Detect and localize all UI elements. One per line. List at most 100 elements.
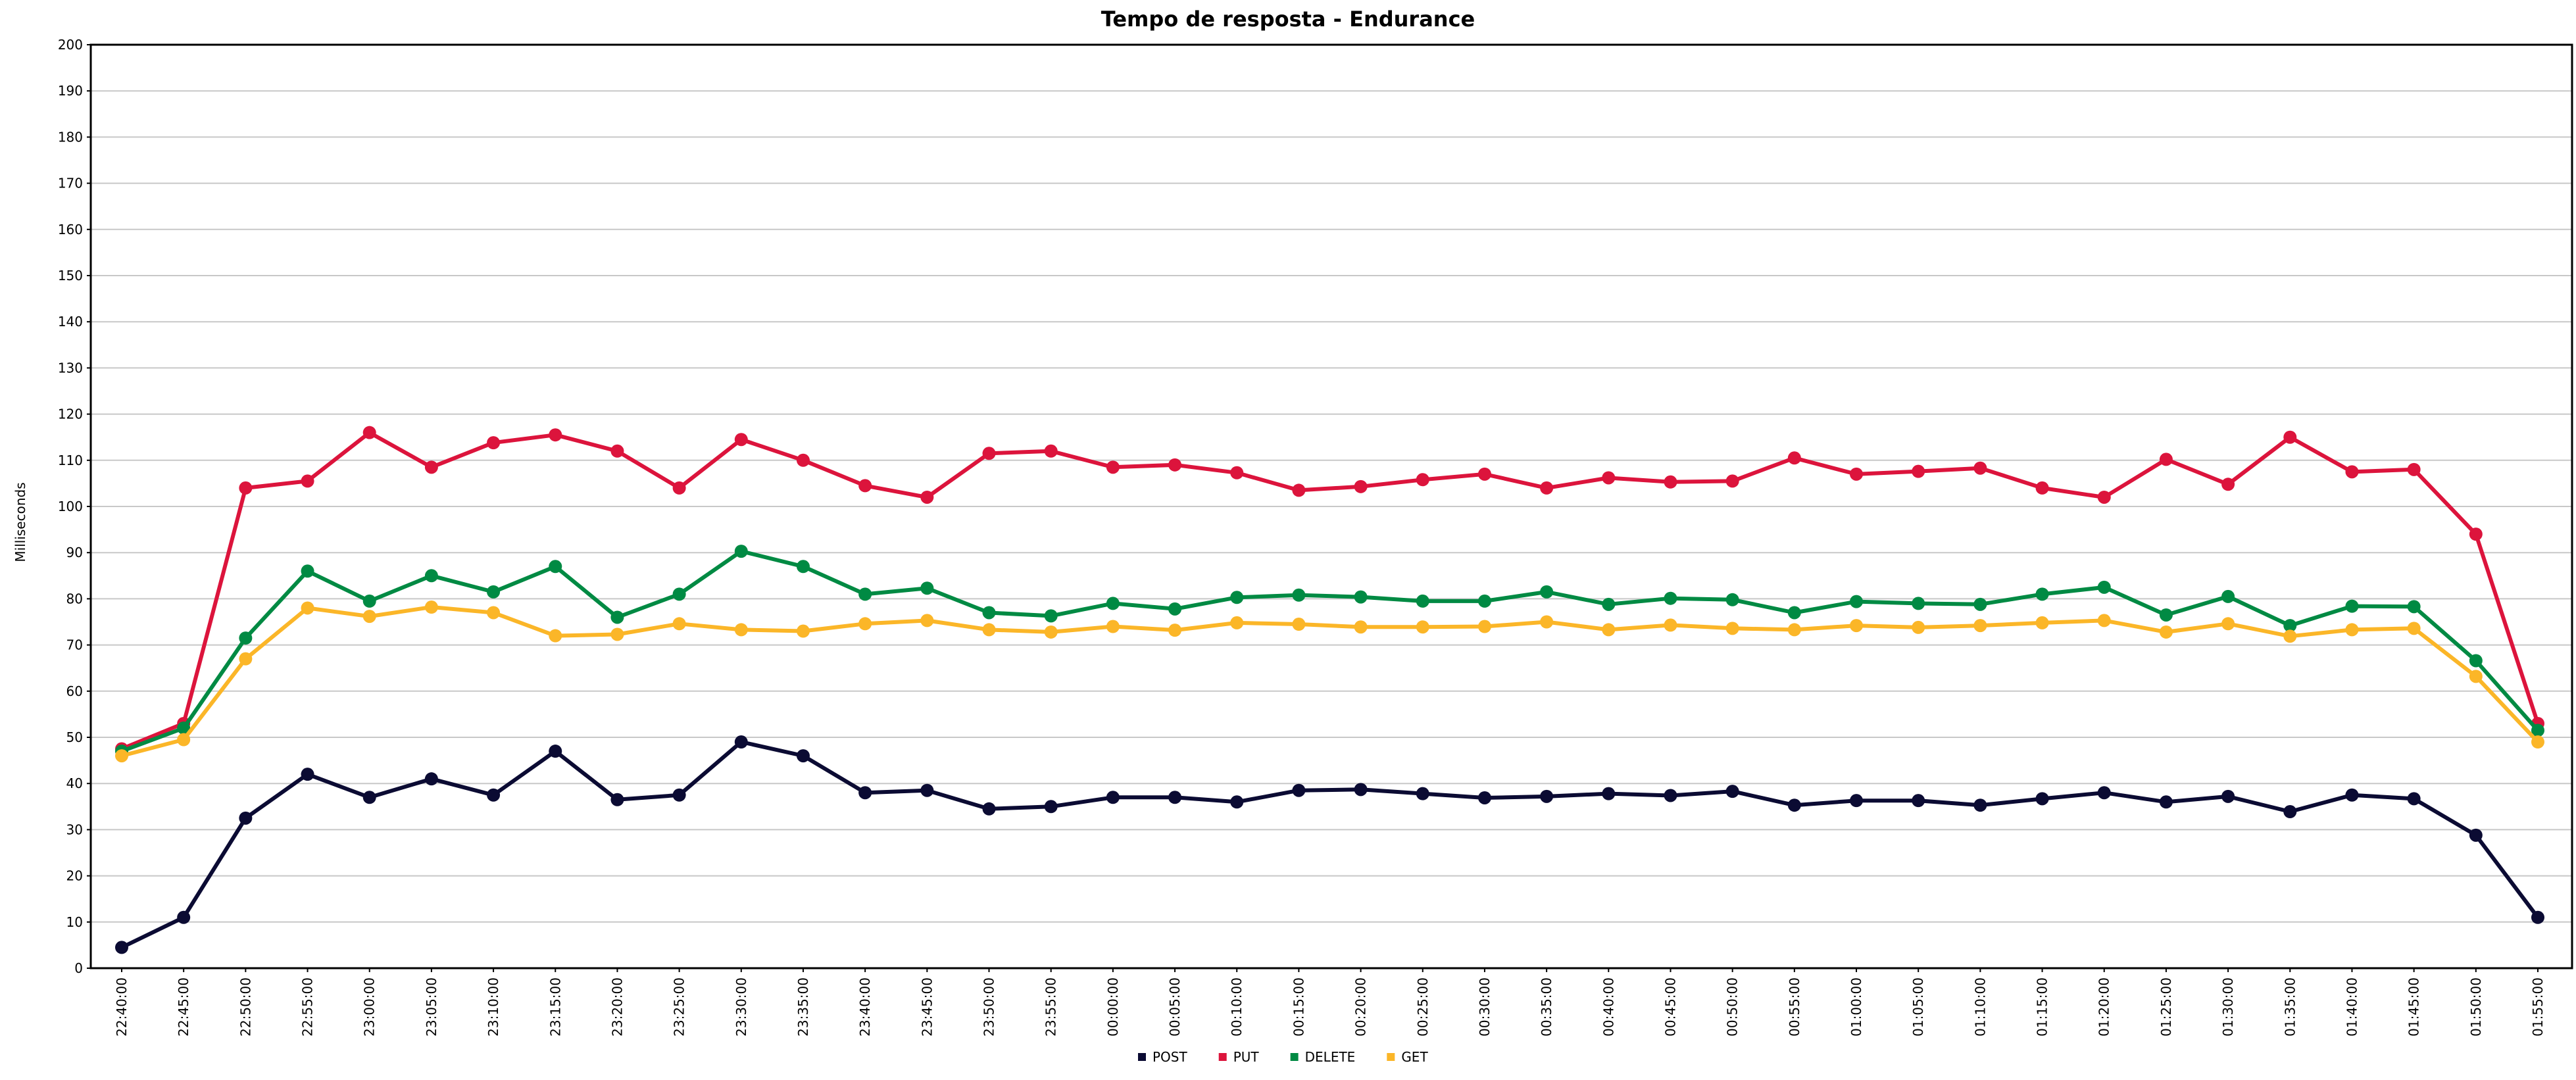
data-point-get <box>362 610 376 624</box>
data-point-put <box>858 479 872 493</box>
x-tick-label: 01:15:00 <box>2035 977 2050 1037</box>
data-point-delete <box>2531 724 2544 737</box>
data-point-get <box>610 627 624 641</box>
x-tick-label: 00:55:00 <box>1787 977 1802 1037</box>
data-point-delete <box>424 569 438 583</box>
x-axis-ticks: 22:40:00 22:45:00 22:50:00 22:55:00 23:00:00… <box>114 968 2546 1037</box>
data-point-put <box>2283 430 2297 444</box>
data-point-delete <box>1973 597 1987 611</box>
data-point-post <box>1354 783 1368 797</box>
data-point-post <box>2159 795 2173 809</box>
data-point-get <box>1106 620 1120 633</box>
data-point-delete <box>982 606 996 620</box>
data-point-post <box>2531 910 2544 924</box>
x-tick-label: 01:05:00 <box>1910 977 1926 1037</box>
data-point-post <box>1230 795 1244 809</box>
data-point-put <box>2469 528 2483 541</box>
x-tick-label: 00:10:00 <box>1229 977 1245 1037</box>
data-point-delete <box>2035 587 2049 601</box>
data-point-delete <box>177 721 191 735</box>
data-point-delete <box>858 587 872 601</box>
data-point-post <box>858 786 872 800</box>
legend-swatch-get <box>1387 1053 1395 1061</box>
data-point-delete <box>239 631 253 645</box>
data-point-put <box>1602 471 1616 485</box>
x-tick-label: 22:40:00 <box>114 977 130 1037</box>
y-tick-label: 0 <box>74 960 83 976</box>
data-point-put <box>1787 451 1801 465</box>
data-point-delete <box>2345 599 2359 613</box>
y-tick-label: 100 <box>58 499 83 514</box>
x-tick-label: 23:35:00 <box>795 977 811 1037</box>
x-tick-label: 23:55:00 <box>1043 977 1059 1037</box>
series-delete <box>115 545 2544 758</box>
legend-swatch-put <box>1218 1053 1227 1061</box>
legend-swatch-post <box>1138 1053 1146 1061</box>
series-line-get <box>120 605 2540 758</box>
data-point-get <box>2469 670 2483 683</box>
data-point-post <box>2407 792 2421 806</box>
x-tick-label: 01:55:00 <box>2530 977 2546 1037</box>
data-point-post <box>1540 789 1554 803</box>
data-point-put <box>1973 461 1987 475</box>
data-point-delete <box>2159 608 2173 622</box>
data-point-delete <box>1477 594 1491 608</box>
data-point-get <box>1168 624 1182 637</box>
x-tick-label: 00:20:00 <box>1353 977 1369 1037</box>
y-tick-label: 160 <box>58 222 83 237</box>
y-tick-label: 10 <box>66 914 83 930</box>
data-point-post <box>672 788 686 802</box>
data-point-delete <box>1044 609 1058 623</box>
data-point-post <box>2035 792 2049 806</box>
x-tick-label: 23:10:00 <box>485 977 501 1037</box>
data-point-delete <box>610 610 624 624</box>
data-point-post <box>362 791 376 804</box>
x-tick-label: 23:25:00 <box>672 977 687 1037</box>
data-point-get <box>1912 620 1925 634</box>
data-point-post <box>1787 798 1801 812</box>
data-point-put <box>982 447 996 460</box>
x-tick-label: 01:50:00 <box>2468 977 2484 1037</box>
data-point-post <box>1106 791 1120 804</box>
x-tick-label: 01:20:00 <box>2096 977 2112 1037</box>
data-point-get <box>301 601 314 615</box>
y-tick-label: 120 <box>58 406 83 422</box>
data-point-delete <box>1354 590 1368 604</box>
y-tick-label: 70 <box>66 637 83 653</box>
data-point-put <box>920 490 934 504</box>
y-tick-label: 30 <box>66 822 83 837</box>
data-point-delete <box>1664 591 1677 605</box>
data-point-put <box>362 426 376 439</box>
data-point-get <box>734 623 748 637</box>
x-tick-label: 00:30:00 <box>1477 977 1493 1037</box>
data-point-post <box>1477 791 1491 804</box>
data-point-delete <box>1787 606 1801 620</box>
data-point-post <box>1725 785 1739 798</box>
y-axis-label: Milliseconds <box>12 482 28 562</box>
data-point-delete <box>301 564 314 578</box>
y-tick-label: 150 <box>58 268 83 283</box>
data-point-delete <box>2283 619 2297 633</box>
data-point-put <box>1106 460 1120 474</box>
data-point-delete <box>2221 589 2235 603</box>
data-point-delete <box>1725 593 1739 606</box>
data-point-delete <box>362 594 376 608</box>
series-line-put <box>120 430 2540 751</box>
x-tick-label: 00:50:00 <box>1725 977 1741 1037</box>
plot-frame <box>89 43 2573 970</box>
data-point-post <box>487 788 501 802</box>
x-tick-label: 23:05:00 <box>424 977 439 1037</box>
x-tick-label: 22:45:00 <box>176 977 191 1037</box>
legend-item-get: GET <box>1387 1049 1428 1065</box>
data-point-post <box>1168 791 1182 804</box>
data-point-delete <box>1602 597 1616 611</box>
data-point-get <box>1230 616 1244 629</box>
x-tick-label: 23:40:00 <box>857 977 873 1037</box>
data-point-post <box>549 745 562 758</box>
data-point-get <box>1292 618 1306 631</box>
y-tick-label: 20 <box>66 868 83 884</box>
data-point-get <box>920 614 934 627</box>
data-point-delete <box>1292 588 1306 602</box>
data-point-put <box>1912 464 1925 478</box>
y-tick-label: 200 <box>58 37 83 53</box>
